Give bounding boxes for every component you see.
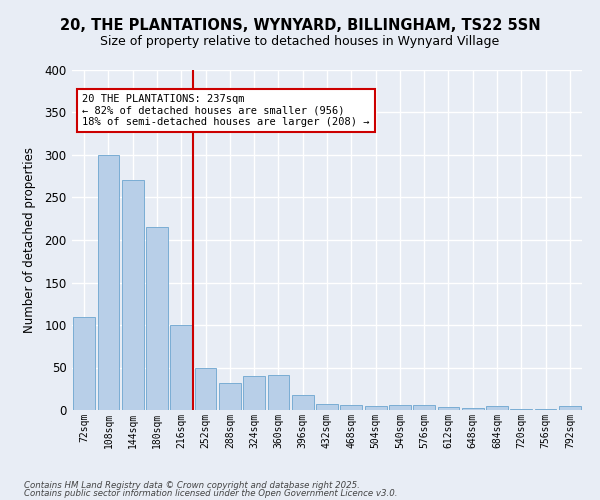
Bar	[292, 394, 314, 410]
Bar	[486, 406, 508, 410]
Text: 20, THE PLANTATIONS, WYNYARD, BILLINGHAM, TS22 5SN: 20, THE PLANTATIONS, WYNYARD, BILLINGHAM…	[59, 18, 541, 32]
Bar	[73, 316, 95, 410]
Bar	[511, 409, 532, 410]
Bar	[535, 409, 556, 410]
Bar	[219, 383, 241, 410]
Bar	[462, 408, 484, 410]
Bar	[243, 376, 265, 410]
Bar	[316, 404, 338, 410]
Bar	[437, 408, 460, 410]
Text: Contains HM Land Registry data © Crown copyright and database right 2025.: Contains HM Land Registry data © Crown c…	[24, 480, 360, 490]
Bar	[559, 406, 581, 410]
Text: 20 THE PLANTATIONS: 237sqm
← 82% of detached houses are smaller (956)
18% of sem: 20 THE PLANTATIONS: 237sqm ← 82% of deta…	[82, 94, 370, 127]
Bar	[146, 227, 168, 410]
Text: Size of property relative to detached houses in Wynyard Village: Size of property relative to detached ho…	[100, 35, 500, 48]
Bar	[389, 405, 411, 410]
Bar	[122, 180, 143, 410]
Bar	[268, 375, 289, 410]
Bar	[97, 155, 119, 410]
Bar	[340, 405, 362, 410]
Bar	[194, 368, 217, 410]
Bar	[365, 406, 386, 410]
Bar	[413, 405, 435, 410]
Y-axis label: Number of detached properties: Number of detached properties	[23, 147, 36, 333]
Bar	[170, 325, 192, 410]
Text: Contains public sector information licensed under the Open Government Licence v3: Contains public sector information licen…	[24, 489, 398, 498]
